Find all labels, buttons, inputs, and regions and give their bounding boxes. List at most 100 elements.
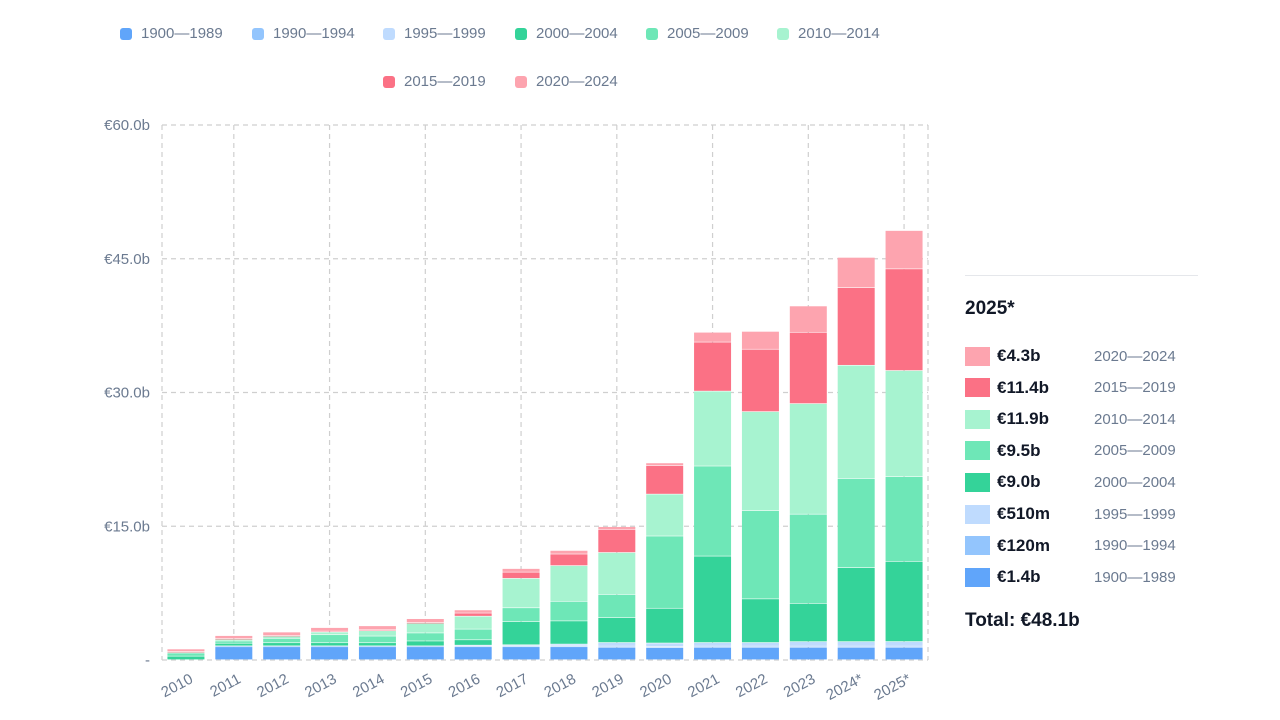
bar-segment [694,556,732,643]
legend-swatch [515,27,527,40]
legend-label: 1900—1989 [141,25,223,42]
panel-total: Total: €48.1b [965,610,1080,631]
bar-segment [837,567,875,642]
legend-swatch [777,27,789,40]
panel-swatch [965,441,990,461]
panel-row: €120m 1990—1994 [965,536,1176,556]
legend-swatch [646,27,658,40]
x-tick-label: 2010 [158,671,195,702]
legend-item[interactable]: 1900—1989 [120,25,223,42]
panel-row: €9.0b 2000—2004 [965,472,1176,492]
bar-segment [502,578,540,608]
bar-segment [694,466,732,556]
bar-segment [358,631,396,636]
bar-segment [885,641,923,646]
bar-segment [741,349,779,412]
bar-segment [358,643,396,646]
bar-segment [598,526,636,530]
panel-value: €510m [997,504,1050,523]
bar-segment [646,465,684,494]
bar-segment [550,554,588,566]
bar-segment [646,647,684,660]
bar-segment [502,572,540,579]
legend-item[interactable]: 2020—2024 [515,73,618,90]
x-tick-label: 2014 [350,671,387,702]
bar-segment [263,638,301,643]
x-tick-label: 2023 [781,671,818,702]
bar-segment [454,647,492,660]
bar-segment [646,536,684,608]
bar-segment [741,331,779,349]
legend-item[interactable]: 2005—2009 [646,25,749,42]
bar-segment [741,599,779,643]
panel-swatch [965,472,990,492]
x-tick-label: 2024* [823,670,866,703]
bar-segment [837,647,875,660]
panel-value: €120m [997,535,1050,555]
x-tick-label: 2017 [493,671,530,702]
legend-swatch [252,27,264,40]
legend-label: 2015—2019 [404,73,486,90]
bar-segment [358,647,396,660]
panel-range: 2005—2009 [1094,442,1176,460]
bar-segment [406,623,444,633]
x-tick-label: 2011 [207,671,243,701]
bar-segment [454,616,492,629]
bar-segment [550,644,588,646]
bar-segment [646,643,684,647]
legend-swatch [383,27,395,40]
x-tick-label: 2013 [302,671,339,702]
legend-item[interactable]: 1995—1999 [383,25,486,42]
bar-segment [215,639,253,641]
legend-swatch [120,27,132,40]
legend-swatch [383,75,395,88]
panel-row: €510m 1995—1999 [965,504,1176,524]
bar-segment [406,618,444,623]
legend-label: 1990—1994 [273,25,355,42]
bar-segment [646,463,684,466]
legend-item[interactable]: 2015—2019 [383,73,486,90]
bar-segment [694,642,732,646]
panel-row: €11.9b 2010—2014 [965,409,1176,429]
bar-segment [358,626,396,630]
bar-segment [215,643,253,646]
bar-segment [454,640,492,645]
x-tick-label: 2025* [871,670,914,703]
bar-segment [406,633,444,641]
panel-swatch [965,536,990,556]
bar-segment [311,627,349,631]
panel-row: €11.4b 2015—2019 [965,378,1176,398]
bar-segment [789,641,827,646]
bar-segment [789,514,827,604]
stacked-bar-chart: - €15.0b €30.0b €45.0b €60.0b 2010 2011 2012 201… [104,117,929,704]
panel-year: 2025* [965,298,1015,319]
bar-segment [263,647,301,660]
y-tick-label: - [145,652,150,669]
legend-item[interactable]: 2010—2014 [777,25,880,42]
bar-segment [550,565,588,601]
panel-swatch [965,504,990,524]
x-tick-label: 2022 [733,671,770,702]
panel-swatch [965,567,990,587]
bar-segment [550,647,588,660]
panel-range: 2020—2024 [1094,347,1176,365]
panel-range: 2000—2004 [1094,473,1176,491]
bar-segment [885,269,923,371]
legend-item[interactable]: 1990—1994 [252,25,355,42]
bar-segment [789,603,827,642]
bar-segment [167,656,205,660]
panel-range: 1990—1994 [1094,537,1176,555]
panel-range: 2015—2019 [1094,379,1176,397]
bar-segment [454,610,492,613]
y-tick-label: €60.0b [104,117,150,134]
panel-row: €1.4b 1900—1989 [965,567,1176,587]
legend-item[interactable]: 2000—2004 [515,25,618,42]
bar-segment [550,550,588,554]
bar-segment [358,636,396,643]
y-tick-label: €15.0b [104,518,150,535]
bar-segment [741,510,779,599]
bar-segment [598,529,636,553]
bar-segment [502,647,540,660]
panel-value: €1.4b [997,567,1041,587]
legend-label: 2005—2009 [667,25,749,42]
